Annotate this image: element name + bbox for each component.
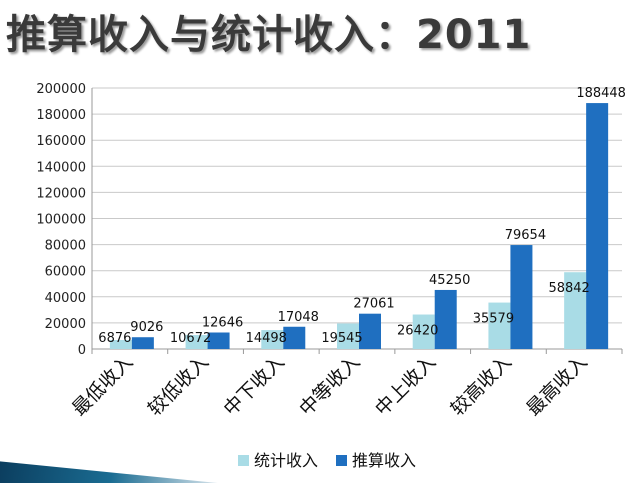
legend-swatch-stat [238,455,249,466]
bar-stat [488,302,511,349]
y-tick-label: 0 [78,343,86,358]
bar-stat [564,272,587,349]
y-tick-label: 180000 [36,108,86,123]
data-label-stat: 6876 [98,331,131,346]
x-category-label: 中上收入 [371,351,440,420]
bar-est [207,332,230,349]
y-tick-label: 80000 [45,239,86,254]
data-label-est: 9026 [130,320,163,335]
bar-stat [185,335,208,349]
x-category-label: 较高收入 [447,351,516,420]
bars [109,103,609,349]
data-label-stat: 10672 [170,331,211,346]
bar-est [131,337,154,349]
data-label-stat: 19545 [321,331,362,346]
x-category-label: 最低收入 [68,351,137,420]
y-tick-label: 120000 [36,186,86,201]
data-label-stat: 14498 [246,331,287,346]
y-tick-label: 200000 [36,82,86,97]
gridlines [92,87,622,350]
bar-stat [337,323,359,349]
y-tick-label: 60000 [45,265,86,280]
legend-label-stat: 统计收入 [254,451,318,470]
data-label-stat: 35579 [473,312,514,327]
bar-est [434,289,457,349]
page-title: 推算收入与统计收入：2011 [6,12,532,58]
bar-stat [261,330,284,349]
bar-stat [109,340,132,349]
data-label-est: 79654 [505,228,546,243]
x-category-label: 中下收入 [220,351,289,420]
bar-stat [412,314,435,349]
legend-label-est: 推算收入 [352,451,416,470]
y-tick-label: 140000 [36,160,86,175]
y-tick-label: 100000 [36,213,86,228]
data-label-est: 45250 [429,273,470,288]
x-category-label: 中等收入 [295,351,364,420]
x-axis: 最低收入 较低收入 中下收入 中等收入 中上收入 较高收入 最高收入 [68,351,592,420]
y-tick-label: 40000 [45,291,86,306]
data-label-est: 17048 [278,310,319,325]
bar-est [510,245,533,349]
bar-est [586,103,609,349]
data-label-est: 12646 [202,315,243,330]
legend: 统计收入 推算收入 [238,451,416,470]
y-tick-label: 20000 [45,317,86,332]
data-label-est: 27061 [353,297,394,312]
bar-est [359,313,381,349]
data-label-stat: 58842 [548,281,589,296]
legend-swatch-est [336,455,347,466]
data-label-stat: 26420 [397,324,438,339]
data-label-est: 188448 [576,86,626,101]
x-category-label: 最高收入 [522,351,591,420]
x-category-label: 较低收入 [144,351,213,420]
bar-est [283,326,306,349]
y-tick-label: 160000 [36,134,86,149]
y-axis: 0 20000 40000 60000 80000 100000 120000 140000 1… [36,82,623,358]
